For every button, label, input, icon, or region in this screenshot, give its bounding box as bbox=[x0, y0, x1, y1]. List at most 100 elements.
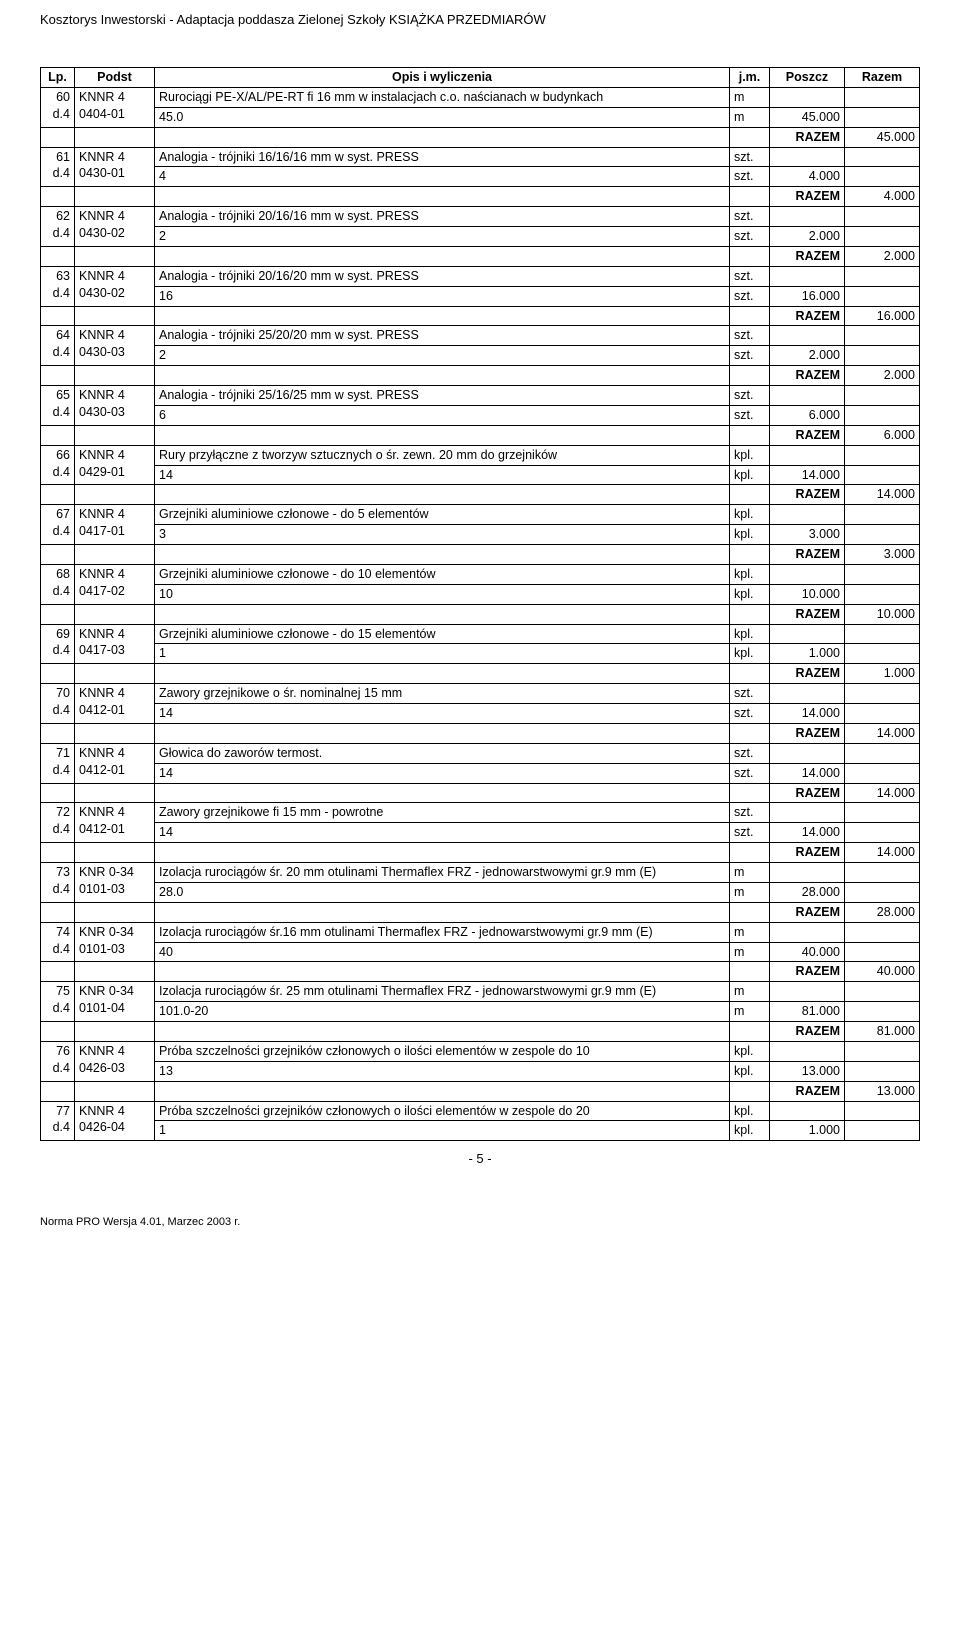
desc-cell: Analogia - trójniki 25/20/20 mm w syst. … bbox=[155, 326, 730, 346]
item-row: 76d.4KNNR 40426-03Próba szczelności grze… bbox=[41, 1041, 920, 1061]
jm-cell: szt. bbox=[730, 803, 770, 823]
empty bbox=[730, 604, 770, 624]
calc-jm: szt. bbox=[730, 763, 770, 783]
poszcz-cell bbox=[770, 922, 845, 942]
calc-razem-empty bbox=[845, 465, 920, 485]
empty bbox=[75, 127, 155, 147]
calc-razem-empty bbox=[845, 227, 920, 247]
empty bbox=[41, 545, 75, 565]
item-row: 64d.4KNNR 40430-03Analogia - trójniki 25… bbox=[41, 326, 920, 346]
razem-label: RAZEM bbox=[770, 902, 845, 922]
item-row: 63d.4KNNR 40430-02Analogia - trójniki 20… bbox=[41, 266, 920, 286]
empty bbox=[41, 246, 75, 266]
jm-cell: szt. bbox=[730, 743, 770, 763]
calc-razem-empty bbox=[845, 167, 920, 187]
calc-razem-empty bbox=[845, 942, 920, 962]
desc-cell: Izolacja rurociągów śr.16 mm otulinami T… bbox=[155, 922, 730, 942]
calc-row: 101.0-20m81.000 bbox=[41, 1002, 920, 1022]
lp-cell: 63d.4 bbox=[41, 266, 75, 306]
code-cell: KNR 0-340101-03 bbox=[75, 922, 155, 962]
razem-label: RAZEM bbox=[770, 723, 845, 743]
item-row: 60d.4KNNR 40404-01Rurociągi PE-X/AL/PE-R… bbox=[41, 87, 920, 107]
razem-value: 28.000 bbox=[845, 902, 920, 922]
desc-cell: Analogia - trójniki 20/16/16 mm w syst. … bbox=[155, 207, 730, 227]
razem-row: RAZEM2.000 bbox=[41, 246, 920, 266]
calc-expr: 4 bbox=[155, 167, 730, 187]
calc-row: 10kpl.10.000 bbox=[41, 584, 920, 604]
empty bbox=[41, 962, 75, 982]
razem-cell bbox=[845, 147, 920, 167]
empty bbox=[41, 902, 75, 922]
razem-label: RAZEM bbox=[770, 1081, 845, 1101]
calc-row: 14kpl.14.000 bbox=[41, 465, 920, 485]
empty bbox=[41, 604, 75, 624]
calc-row: 4szt.4.000 bbox=[41, 167, 920, 187]
empty bbox=[730, 187, 770, 207]
code-cell: KNNR 40412-01 bbox=[75, 684, 155, 724]
jm-cell: kpl. bbox=[730, 505, 770, 525]
calc-razem-empty bbox=[845, 405, 920, 425]
razem-value: 14.000 bbox=[845, 843, 920, 863]
calc-jm: szt. bbox=[730, 704, 770, 724]
calc-expr: 13 bbox=[155, 1061, 730, 1081]
empty bbox=[75, 306, 155, 326]
calc-val: 10.000 bbox=[770, 584, 845, 604]
calc-expr: 101.0-20 bbox=[155, 1002, 730, 1022]
empty bbox=[75, 1081, 155, 1101]
razem-value: 14.000 bbox=[845, 723, 920, 743]
item-row: 73d.4KNR 0-340101-03Izolacja rurociągów … bbox=[41, 863, 920, 883]
empty bbox=[730, 902, 770, 922]
razem-row: RAZEM14.000 bbox=[41, 843, 920, 863]
calc-jm: szt. bbox=[730, 167, 770, 187]
poszcz-cell bbox=[770, 266, 845, 286]
code-cell: KNR 0-340101-03 bbox=[75, 863, 155, 903]
item-row: 77d.4KNNR 40426-04Próba szczelności grze… bbox=[41, 1101, 920, 1121]
jm-cell: szt. bbox=[730, 147, 770, 167]
page-header: Kosztorys Inwestorski - Adaptacja poddas… bbox=[40, 12, 920, 27]
empty bbox=[75, 843, 155, 863]
jm-cell: szt. bbox=[730, 326, 770, 346]
desc-cell: Grzejniki aluminiowe członowe - do 5 ele… bbox=[155, 505, 730, 525]
calc-val: 40.000 bbox=[770, 942, 845, 962]
desc-cell: Analogia - trójniki 16/16/16 mm w syst. … bbox=[155, 147, 730, 167]
empty bbox=[155, 902, 730, 922]
lp-cell: 74d.4 bbox=[41, 922, 75, 962]
desc-cell: Głowica do zaworów termost. bbox=[155, 743, 730, 763]
poszcz-cell bbox=[770, 445, 845, 465]
empty bbox=[41, 723, 75, 743]
razem-row: RAZEM16.000 bbox=[41, 306, 920, 326]
razem-cell bbox=[845, 266, 920, 286]
empty bbox=[730, 962, 770, 982]
calc-jm: kpl. bbox=[730, 1121, 770, 1141]
empty bbox=[155, 1081, 730, 1101]
desc-cell: Próba szczelności grzejników członowych … bbox=[155, 1101, 730, 1121]
razem-row: RAZEM1.000 bbox=[41, 664, 920, 684]
lp-cell: 76d.4 bbox=[41, 1041, 75, 1081]
calc-row: 14szt.14.000 bbox=[41, 823, 920, 843]
item-row: 74d.4KNR 0-340101-03Izolacja rurociągów … bbox=[41, 922, 920, 942]
desc-cell: Zawory grzejnikowe fi 15 mm - powrotne bbox=[155, 803, 730, 823]
calc-row: 45.0m45.000 bbox=[41, 107, 920, 127]
razem-value: 4.000 bbox=[845, 187, 920, 207]
item-row: 62d.4KNNR 40430-02Analogia - trójniki 20… bbox=[41, 207, 920, 227]
item-row: 61d.4KNNR 40430-01Analogia - trójniki 16… bbox=[41, 147, 920, 167]
item-row: 66d.4KNNR 40429-01Rury przyłączne z twor… bbox=[41, 445, 920, 465]
desc-cell: Rurociągi PE-X/AL/PE-RT fi 16 mm w insta… bbox=[155, 87, 730, 107]
calc-expr: 2 bbox=[155, 227, 730, 247]
desc-cell: Analogia - trójniki 25/16/25 mm w syst. … bbox=[155, 386, 730, 406]
calc-expr: 45.0 bbox=[155, 107, 730, 127]
col-razem: Razem bbox=[845, 68, 920, 88]
calc-expr: 1 bbox=[155, 1121, 730, 1141]
empty bbox=[730, 485, 770, 505]
col-podst: Podst bbox=[75, 68, 155, 88]
razem-row: RAZEM6.000 bbox=[41, 425, 920, 445]
desc-cell: Próba szczelności grzejników członowych … bbox=[155, 1041, 730, 1061]
empty bbox=[155, 1022, 730, 1042]
razem-cell bbox=[845, 863, 920, 883]
desc-cell: Zawory grzejnikowe o śr. nominalnej 15 m… bbox=[155, 684, 730, 704]
jm-cell: kpl. bbox=[730, 445, 770, 465]
jm-cell: kpl. bbox=[730, 564, 770, 584]
razem-label: RAZEM bbox=[770, 246, 845, 266]
empty bbox=[41, 425, 75, 445]
desc-cell: Izolacja rurociągów śr. 20 mm otulinami … bbox=[155, 863, 730, 883]
